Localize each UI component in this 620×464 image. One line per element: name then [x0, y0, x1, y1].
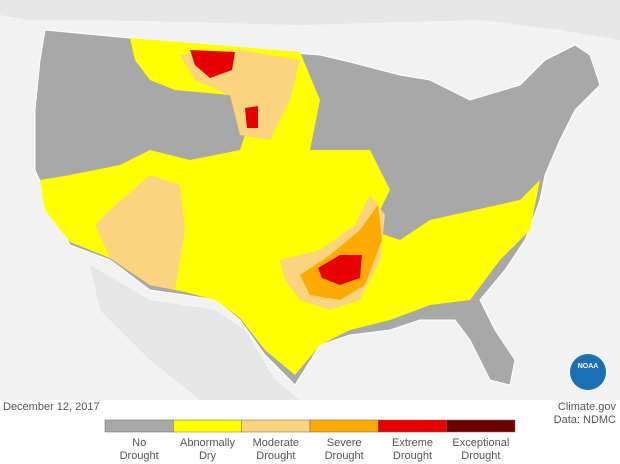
legend-label: Drought [461, 450, 500, 462]
legend-label: Dry [199, 450, 217, 462]
legend-label: Drought [120, 450, 159, 462]
logo-circle [570, 354, 606, 390]
extreme-drought-montana [190, 50, 235, 78]
date: December 12, 2017 [3, 401, 100, 413]
legend-label: Exceptional [452, 437, 509, 449]
legend-label: Drought [256, 450, 295, 462]
noaa-logo: NOAA [570, 354, 606, 390]
credit: Climate.gov [558, 401, 617, 413]
legend-label: Drought [325, 450, 364, 462]
legend-label: Drought [393, 450, 432, 462]
legend-label: Severe [327, 437, 362, 449]
legend-swatch [104, 419, 174, 433]
legend: NoDroughtAbnormallyDryModerateDroughtSev… [104, 419, 516, 462]
severe-drought-area [300, 205, 382, 300]
abnormally-dry-area [40, 38, 540, 375]
credit: Data: NDMC [554, 414, 616, 426]
logo-text: NOAA [578, 363, 599, 370]
moderate-drought-sw [95, 175, 185, 290]
legend-swatch [241, 419, 311, 433]
legend-swatch [309, 419, 379, 433]
us-map [34, 29, 601, 386]
legend-label: Abnormally [180, 437, 236, 449]
extreme-drought-dakota [245, 106, 258, 128]
legend-swatch [378, 419, 447, 433]
extreme-drought-arkansas [318, 255, 362, 285]
legend-label: Moderate [253, 437, 299, 449]
legend-label: Extreme [392, 437, 433, 449]
legend-swatch [173, 419, 242, 433]
legend-label: No [132, 437, 146, 449]
canada [0, 0, 620, 40]
legend-swatch [446, 419, 516, 433]
mexico [90, 265, 300, 400]
